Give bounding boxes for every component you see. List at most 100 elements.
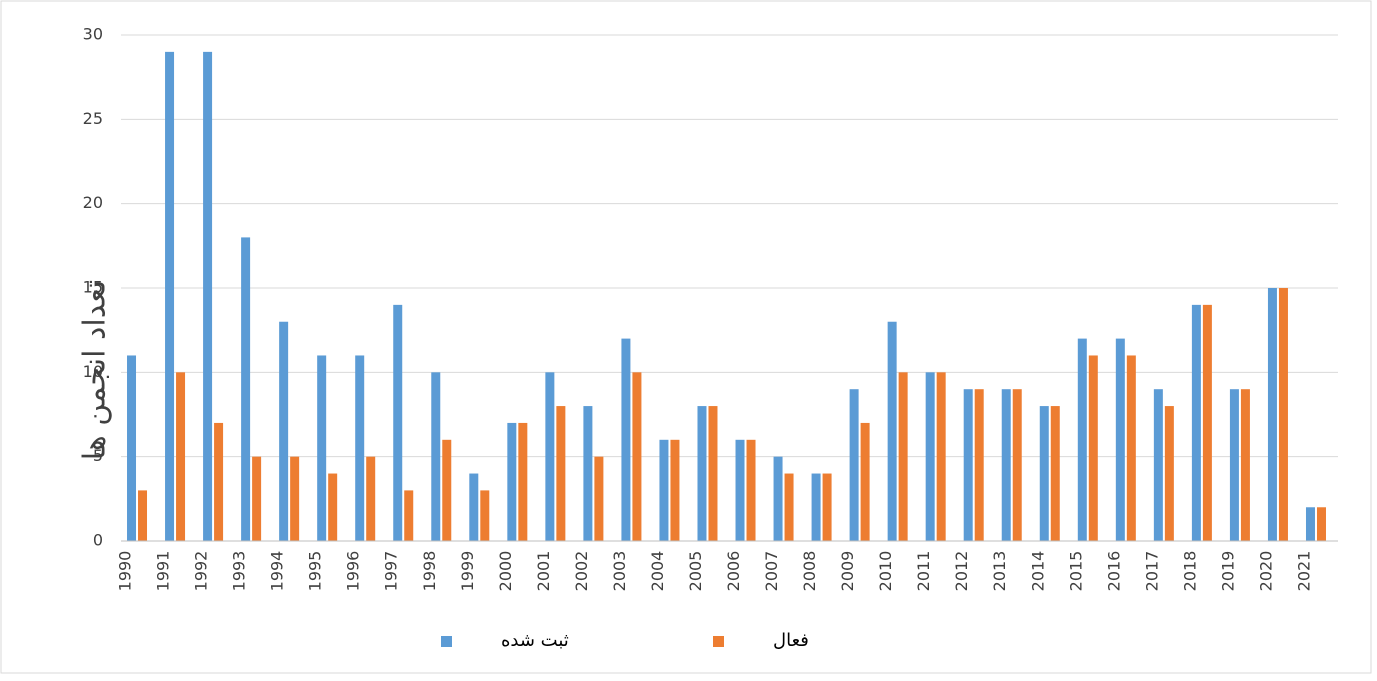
x-tick-label: 2003 — [610, 551, 629, 592]
y-tick-label: 10 — [83, 362, 103, 381]
x-tick-label: 2011 — [914, 551, 933, 592]
bar — [1316, 507, 1326, 541]
bar — [670, 439, 680, 541]
bar — [849, 389, 859, 541]
bar — [469, 473, 479, 541]
x-tick-label: 2002 — [572, 551, 591, 592]
bar — [1039, 406, 1049, 541]
bar — [963, 389, 973, 541]
bar — [746, 439, 756, 541]
bar — [279, 321, 289, 541]
bar — [925, 372, 935, 541]
x-tick-label: 2016 — [1104, 551, 1123, 592]
bar — [1305, 507, 1315, 541]
x-tick-label: 1997 — [382, 551, 401, 592]
y-tick-label: 15 — [83, 278, 103, 297]
bar — [317, 355, 327, 541]
bar — [431, 372, 441, 541]
x-tick-label: 1995 — [306, 551, 325, 592]
bar — [1012, 389, 1022, 541]
bar — [860, 422, 870, 541]
x-tick-label: 2006 — [724, 551, 743, 592]
bar — [1153, 389, 1163, 541]
bar — [176, 372, 186, 541]
bar — [936, 372, 946, 541]
bar — [241, 237, 251, 541]
x-tick-label: 2009 — [838, 551, 857, 592]
x-tick-label: 2014 — [1028, 551, 1047, 592]
bar — [784, 473, 794, 541]
y-tick-label: 0 — [93, 531, 103, 550]
bar — [697, 406, 707, 541]
bar — [773, 456, 783, 541]
x-tick-label: 2010 — [876, 551, 895, 592]
x-tick-label: 1999 — [458, 551, 477, 592]
bar — [1050, 406, 1060, 541]
x-tick-label: 2020 — [1256, 551, 1275, 592]
bar — [735, 439, 745, 541]
x-tick-label: 2021 — [1294, 551, 1313, 592]
legend-label: فعال — [773, 630, 809, 651]
bar — [127, 355, 137, 541]
x-tick-label: 1994 — [268, 551, 287, 592]
legend-swatch — [441, 636, 452, 647]
bar — [1126, 355, 1136, 541]
bar — [355, 355, 365, 541]
bar — [632, 372, 642, 541]
x-tick-label: 2000 — [496, 551, 515, 592]
bar — [811, 473, 821, 541]
x-tick-label: 1996 — [344, 551, 363, 592]
bar — [1229, 389, 1239, 541]
bar — [556, 406, 566, 541]
legend-label: ثبت شده — [501, 630, 569, 651]
bar — [480, 490, 490, 541]
bar — [1115, 338, 1125, 541]
bar — [518, 422, 528, 541]
bar — [290, 456, 300, 541]
legend-swatch — [713, 636, 724, 647]
bar — [252, 456, 262, 541]
y-tick-label: 5 — [93, 446, 103, 465]
x-tick-label: 1998 — [420, 551, 439, 592]
bar — [1077, 338, 1087, 541]
y-tick-label: 20 — [83, 193, 103, 212]
bar — [404, 490, 414, 541]
bar — [393, 304, 403, 541]
x-tick-label: 2007 — [762, 551, 781, 592]
bar — [165, 51, 175, 541]
y-tick-label: 30 — [83, 25, 103, 44]
bar — [583, 406, 593, 541]
bar — [1240, 389, 1250, 541]
bar — [138, 490, 148, 541]
bar — [366, 456, 376, 541]
bar — [545, 372, 555, 541]
bar — [442, 439, 452, 541]
y-axis-title: تعداد انجمن ها — [78, 280, 113, 461]
x-tick-label: 1991 — [154, 551, 173, 592]
x-tick-label: 2013 — [990, 551, 1009, 592]
bar — [887, 321, 897, 541]
bar — [621, 338, 631, 541]
x-tick-label: 2008 — [800, 551, 819, 592]
x-tick-label: 2015 — [1066, 551, 1085, 592]
x-tick-label: 1992 — [192, 551, 211, 592]
bar — [507, 422, 517, 541]
x-tick-label: 2001 — [534, 551, 553, 592]
bar — [594, 456, 604, 541]
x-tick-label: 2012 — [952, 551, 971, 592]
x-tick-label: 1993 — [230, 551, 249, 592]
x-tick-label: 2017 — [1142, 551, 1161, 592]
y-tick-label: 25 — [83, 109, 103, 128]
bar — [1164, 406, 1174, 541]
bar — [1278, 288, 1288, 541]
bar — [1191, 304, 1201, 541]
x-tick-label: 2005 — [686, 551, 705, 592]
bar — [1202, 304, 1212, 541]
bar — [708, 406, 718, 541]
bar — [203, 51, 213, 541]
bar — [822, 473, 832, 541]
bar — [974, 389, 984, 541]
x-tick-label: 2018 — [1180, 551, 1199, 592]
